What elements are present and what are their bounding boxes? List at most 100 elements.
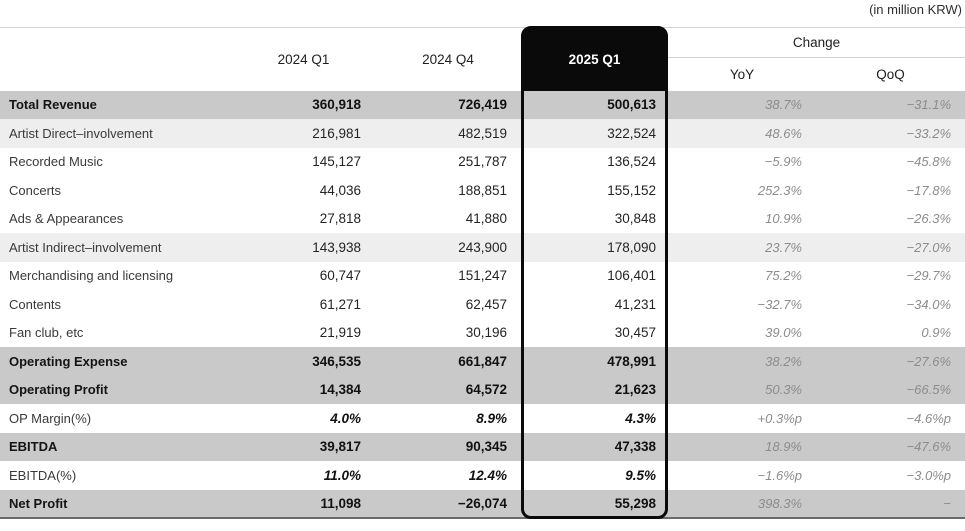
cell-yoy: 50.3% xyxy=(668,375,816,404)
cell-2024-q4: 90,345 xyxy=(375,432,521,461)
cell-2024-q4: 243,900 xyxy=(375,233,521,262)
row-label: Operating Expense xyxy=(0,347,232,376)
cell-qoq: −26.3% xyxy=(816,204,965,233)
cell-2025-q1: 178,090 xyxy=(521,233,668,262)
cell-2025-q1: 478,991 xyxy=(521,347,668,376)
cell-2024-q4: 30,196 xyxy=(375,318,521,347)
cell-2024-q4: 661,847 xyxy=(375,347,521,376)
row-label: Total Revenue xyxy=(0,90,232,119)
cell-qoq: −4.6%p xyxy=(816,404,965,433)
cell-2025-q1: 500,613 xyxy=(521,90,668,119)
cell-2024-q1: 360,918 xyxy=(232,90,375,119)
header-yoy: YoY xyxy=(729,66,755,82)
table-row: Concerts 44,036 188,851 155,152 252.3% −… xyxy=(0,176,965,205)
cell-2024-q4: 188,851 xyxy=(375,176,521,205)
cell-qoq: −27.0% xyxy=(816,233,965,262)
cell-qoq: −47.6% xyxy=(816,432,965,461)
cell-qoq: 0.9% xyxy=(816,318,965,347)
row-label: EBITDA xyxy=(0,432,232,461)
cell-2024-q1: 216,981 xyxy=(232,119,375,148)
cell-2024-q4: 64,572 xyxy=(375,375,521,404)
cell-2025-q1: 4.3% xyxy=(521,404,668,433)
cell-2025-q1: 136,524 xyxy=(521,147,668,176)
cell-yoy: 23.7% xyxy=(668,233,816,262)
cell-2025-q1: 155,152 xyxy=(521,176,668,205)
cell-yoy: 398.3% xyxy=(668,489,816,518)
row-label: Artist Indirect–involvement xyxy=(0,233,232,262)
cell-qoq: −17.8% xyxy=(816,176,965,205)
header-2025-q1-highlighted: 2025 Q1 xyxy=(521,27,668,91)
table-row: Operating Expense 346,535 661,847 478,99… xyxy=(0,347,965,376)
header-empty xyxy=(0,28,232,91)
cell-2024-q4: 41,880 xyxy=(375,204,521,233)
row-label: Operating Profit xyxy=(0,375,232,404)
table-row: Contents 61,271 62,457 41,231 −32.7% −34… xyxy=(0,290,965,319)
cell-yoy: −5.9% xyxy=(668,147,816,176)
cell-qoq: −45.8% xyxy=(816,147,965,176)
cell-yoy: 38.2% xyxy=(668,347,816,376)
table-row: OP Margin(%) 4.0% 8.9% 4.3% +0.3%p −4.6%… xyxy=(0,404,965,433)
cell-yoy: 252.3% xyxy=(668,176,816,205)
row-label: Artist Direct–involvement xyxy=(0,119,232,148)
cell-2024-q1: 44,036 xyxy=(232,176,375,205)
cell-2024-q1: 39,817 xyxy=(232,432,375,461)
header-2024-q4: 2024 Q4 xyxy=(422,51,474,67)
header-2024-q1: 2024 Q1 xyxy=(277,51,330,67)
cell-2024-q1: 346,535 xyxy=(232,347,375,376)
cell-yoy: −32.7% xyxy=(668,290,816,319)
cell-2024-q4: 151,247 xyxy=(375,261,521,290)
cell-qoq: − xyxy=(816,489,965,518)
cell-yoy: 10.9% xyxy=(668,204,816,233)
row-label: Contents xyxy=(0,290,232,319)
row-label: EBITDA(%) xyxy=(0,461,232,490)
cell-2024-q4: 8.9% xyxy=(375,404,521,433)
cell-2025-q1: 55,298 xyxy=(521,489,668,518)
row-label: Net Profit xyxy=(0,489,232,518)
unit-note: (in million KRW) xyxy=(869,2,962,17)
cell-qoq: −3.0%p xyxy=(816,461,965,490)
table-row: Net Profit 11,098 −26,074 55,298 398.3% … xyxy=(0,489,965,518)
cell-2025-q1: 30,457 xyxy=(521,318,668,347)
cell-2024-q4: 62,457 xyxy=(375,290,521,319)
cell-2024-q4: 482,519 xyxy=(375,119,521,148)
table-row: EBITDA(%) 11.0% 12.4% 9.5% −1.6%p −3.0%p xyxy=(0,461,965,490)
cell-yoy: 39.0% xyxy=(668,318,816,347)
table-row: Artist Indirect–involvement 143,938 243,… xyxy=(0,233,965,262)
cell-yoy: 18.9% xyxy=(668,432,816,461)
table-row: Artist Direct–involvement 216,981 482,51… xyxy=(0,119,965,148)
header-qoq: QoQ xyxy=(876,66,905,82)
cell-2024-q1: 143,938 xyxy=(232,233,375,262)
cell-2025-q1: 47,338 xyxy=(521,432,668,461)
table-header: 2024 Q1 2024 Q4 2025 Q1 Change YoY QoQ xyxy=(0,27,965,91)
cell-2025-q1: 30,848 xyxy=(521,204,668,233)
cell-yoy: 38.7% xyxy=(668,90,816,119)
cell-2024-q4: −26,074 xyxy=(375,489,521,518)
cell-yoy: −1.6%p xyxy=(668,461,816,490)
table-row: Merchandising and licensing 60,747 151,2… xyxy=(0,261,965,290)
cell-qoq: −31.1% xyxy=(816,90,965,119)
cell-qoq: −27.6% xyxy=(816,347,965,376)
cell-qoq: −34.0% xyxy=(816,290,965,319)
cell-2025-q1: 106,401 xyxy=(521,261,668,290)
table-row: Operating Profit 14,384 64,572 21,623 50… xyxy=(0,375,965,404)
cell-qoq: −66.5% xyxy=(816,375,965,404)
cell-2025-q1: 21,623 xyxy=(521,375,668,404)
cell-2024-q1: 27,818 xyxy=(232,204,375,233)
cell-2024-q1: 11.0% xyxy=(232,461,375,490)
cell-2024-q1: 4.0% xyxy=(232,404,375,433)
cell-2024-q1: 60,747 xyxy=(232,261,375,290)
cell-2024-q1: 61,271 xyxy=(232,290,375,319)
row-label: OP Margin(%) xyxy=(0,404,232,433)
row-label: Concerts xyxy=(0,176,232,205)
cell-qoq: −29.7% xyxy=(816,261,965,290)
table-body: Total Revenue 360,918 726,419 500,613 38… xyxy=(0,90,965,518)
cell-2024-q4: 12.4% xyxy=(375,461,521,490)
cell-2024-q4: 251,787 xyxy=(375,147,521,176)
cell-2024-q1: 11,098 xyxy=(232,489,375,518)
table-row: EBITDA 39,817 90,345 47,338 18.9% −47.6% xyxy=(0,432,965,461)
cell-2024-q1: 145,127 xyxy=(232,147,375,176)
table-row: Recorded Music 145,127 251,787 136,524 −… xyxy=(0,147,965,176)
row-label: Recorded Music xyxy=(0,147,232,176)
table-row: Fan club, etc 21,919 30,196 30,457 39.0%… xyxy=(0,318,965,347)
